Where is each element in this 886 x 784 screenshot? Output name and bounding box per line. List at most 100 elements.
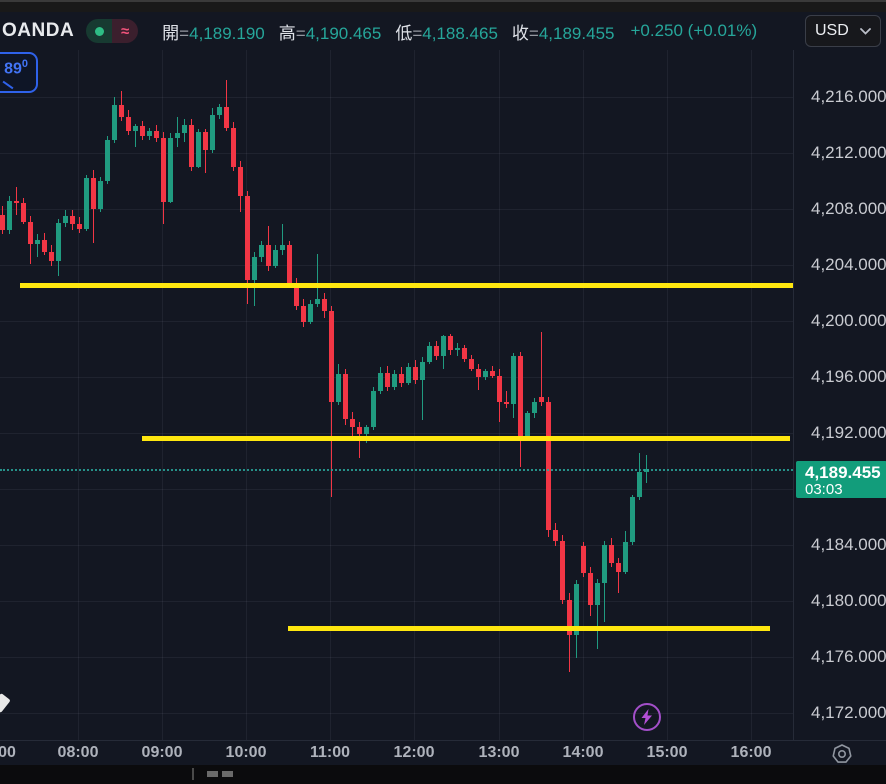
candle-body (455, 347, 460, 351)
price-axis-label: 4,196.000 (811, 367, 886, 386)
candle-body (343, 374, 348, 419)
time-axis[interactable]: 00 08:00 09:00 10:00 11:00 12:00 13:00 14:00 15:… (0, 740, 886, 766)
candle-body (70, 216, 75, 225)
market-status-pill[interactable]: ≈ (86, 19, 139, 43)
candle-body (112, 105, 117, 141)
price-axis-label: 4,172.000 (811, 703, 886, 722)
candle-body (238, 167, 243, 197)
candle-body (525, 413, 530, 436)
candle-body (595, 582, 600, 606)
candle-wick (135, 123, 136, 148)
candle-wick (478, 364, 479, 390)
time-axis-label: 00 (0, 744, 16, 761)
chart-canvas[interactable]: 890 (0, 0, 793, 784)
last-price-line (0, 469, 793, 471)
horizontal-gridline (0, 601, 793, 602)
currency-dropdown[interactable]: USD (805, 15, 881, 47)
legend-high: 高=4,190.465 (278, 23, 382, 43)
candle-body (56, 223, 61, 261)
candle-body (217, 106, 222, 116)
time-axis-label: 09:00 (141, 744, 183, 761)
horizontal-gridline (0, 153, 793, 154)
candle-body (539, 396, 544, 403)
horizontal-gridline (0, 713, 793, 714)
time-axis-label: 08:00 (57, 744, 99, 761)
candle-body (329, 311, 334, 403)
clipped-ui-fragment (222, 771, 233, 777)
candle-body (7, 200, 12, 230)
candle-wick (37, 234, 38, 257)
candle-wick (597, 578, 598, 649)
horizontal-gridline (0, 209, 793, 210)
vertical-gridline (583, 50, 584, 740)
candle-body (560, 540, 565, 600)
candle-body (637, 472, 642, 498)
candle-body (462, 347, 467, 359)
price-axis-label: 4,192.000 (811, 423, 886, 442)
candle-body (0, 214, 5, 230)
price-axis-label: 4,184.000 (811, 535, 886, 554)
candle-body (448, 336, 453, 351)
horizontal-level-line[interactable] (20, 283, 793, 288)
candle-wick (541, 332, 542, 407)
price-axis-label: 4,216.000 (811, 87, 886, 106)
candle-body (581, 546, 586, 573)
candle-body (630, 497, 635, 543)
candle-body (119, 105, 124, 117)
time-axis-label: 10:00 (225, 744, 267, 761)
candle-body (42, 239, 47, 253)
chevron-down-icon (860, 27, 871, 35)
candle-wick (618, 557, 619, 593)
horizontal-gridline (0, 265, 793, 266)
candle-body (497, 375, 502, 403)
candle-body (14, 200, 19, 204)
horizontal-gridline (0, 489, 793, 490)
countdown-timer: 03:03 (805, 481, 843, 498)
vertical-gridline (78, 50, 79, 740)
axis-settings-icon[interactable] (830, 742, 854, 766)
price-flag[interactable]: 890 (0, 52, 38, 93)
vertical-gridline (414, 50, 415, 740)
price-axis[interactable]: 4,189.455 03:03 4,216.000 4,212.000 4,208.… (793, 50, 886, 740)
horizontal-gridline (0, 433, 793, 434)
price-axis-label: 4,200.000 (811, 311, 886, 330)
candle-body (182, 125, 187, 134)
candle-body (532, 402, 537, 414)
candle-wick (506, 391, 507, 408)
candle-body (553, 529, 558, 541)
price-flag-value: 890 (4, 58, 28, 78)
candle-body (511, 356, 516, 404)
event-lightning-badge[interactable] (633, 703, 661, 731)
candle-body (105, 140, 110, 181)
horizontal-level-line[interactable] (288, 626, 770, 631)
candle-body (147, 130, 152, 137)
candle-body (623, 542, 628, 572)
broker-name: OANDA (2, 20, 75, 41)
horizontal-level-line[interactable] (142, 436, 790, 441)
lightning-icon (641, 709, 652, 725)
candle-body (224, 106, 229, 128)
legend-open: 開=4,189.190 (162, 23, 265, 43)
candle-body (427, 346, 432, 362)
candle-body (483, 371, 488, 377)
candle-body (315, 298, 320, 305)
candle-body (98, 181, 103, 209)
candle-body (91, 178, 96, 209)
price-axis-label: 4,176.000 (811, 647, 886, 666)
vertical-gridline (162, 50, 163, 740)
candle-body (273, 249, 278, 267)
window-chrome-bar (0, 0, 886, 12)
candle-body (245, 196, 250, 281)
candle-body (294, 283, 299, 306)
candle-body (21, 203, 26, 222)
candle-body (308, 304, 313, 323)
time-axis-label: 14:00 (562, 744, 604, 761)
price-axis-label: 4,212.000 (811, 143, 886, 162)
candle-body (154, 130, 159, 138)
candle-body (357, 427, 362, 435)
candle-body (406, 367, 411, 383)
legend-close: 收=4,189.455 (511, 23, 615, 43)
candle-body (175, 133, 180, 138)
clipped-ui-fragment (192, 768, 194, 780)
